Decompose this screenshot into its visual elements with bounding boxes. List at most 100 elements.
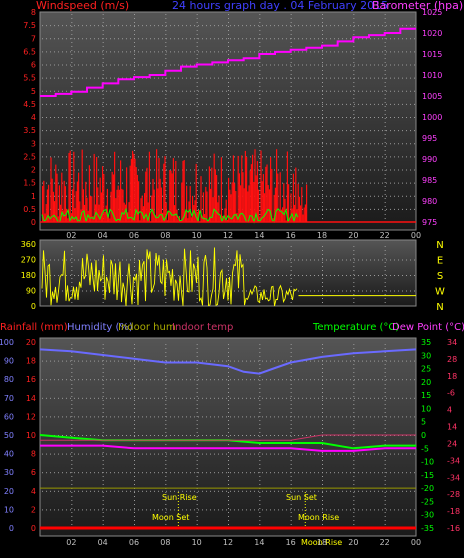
grid-dot bbox=[326, 117, 327, 118]
grid-dot bbox=[130, 51, 131, 53]
grid-dot bbox=[150, 51, 151, 53]
grid-dot bbox=[71, 202, 73, 203]
grid-dot bbox=[214, 435, 215, 436]
grid-dot bbox=[346, 360, 347, 362]
wind-gust-bar bbox=[240, 185, 242, 222]
grid-dot bbox=[353, 114, 355, 115]
grid-dot bbox=[165, 90, 167, 91]
grid-dot bbox=[102, 34, 104, 35]
wind-gust-bar bbox=[237, 155, 239, 222]
dew-tick-label: 34 bbox=[447, 338, 457, 347]
grid-dot bbox=[146, 509, 147, 511]
grid-dot bbox=[384, 62, 386, 63]
grid-dot bbox=[50, 490, 51, 492]
grid-dot bbox=[394, 379, 395, 381]
baro-tick-label: 1000 bbox=[422, 113, 442, 122]
grid-dot bbox=[138, 117, 139, 118]
grid-dot bbox=[366, 77, 367, 79]
grid-dot bbox=[386, 156, 387, 158]
grid-dot bbox=[274, 453, 275, 455]
grid-dot bbox=[118, 416, 119, 418]
grid-dot bbox=[214, 290, 215, 292]
grid-dot bbox=[190, 64, 191, 66]
grid-dot bbox=[274, 259, 275, 261]
grid-dot bbox=[346, 64, 347, 66]
grid-dot bbox=[178, 259, 179, 261]
grid-dot bbox=[228, 520, 229, 521]
grid-dot bbox=[122, 64, 123, 66]
wind-gust-bar bbox=[160, 187, 162, 222]
grid-dot bbox=[186, 397, 187, 399]
grid-dot bbox=[386, 208, 387, 210]
grid-dot bbox=[353, 118, 355, 119]
grid-dot bbox=[228, 468, 229, 469]
grid-dot bbox=[196, 464, 198, 465]
grid-dot bbox=[102, 290, 104, 291]
grid-dot bbox=[338, 117, 339, 118]
grid-dot bbox=[234, 38, 235, 40]
wind-gust-bar bbox=[224, 208, 226, 222]
grid-dot bbox=[353, 130, 355, 131]
grid-dot bbox=[98, 64, 99, 66]
grid-dot bbox=[62, 117, 63, 118]
grid-dot bbox=[286, 25, 287, 27]
grid-dot bbox=[322, 174, 323, 175]
grid-dot bbox=[42, 117, 43, 118]
grid-dot bbox=[326, 472, 327, 474]
grid-dot bbox=[90, 64, 91, 66]
grid-dot bbox=[158, 509, 159, 511]
grid-dot bbox=[378, 208, 379, 210]
grid-dot bbox=[102, 492, 104, 493]
grid-dot bbox=[134, 348, 135, 349]
x-tick-label: 16 bbox=[286, 231, 296, 240]
grid-dot bbox=[71, 360, 73, 361]
grid-dot bbox=[310, 156, 311, 158]
grid-dot bbox=[374, 103, 375, 105]
grid-dot bbox=[134, 368, 135, 369]
grid-dot bbox=[326, 275, 327, 276]
grid-dot bbox=[98, 509, 99, 511]
grid-dot bbox=[98, 397, 99, 399]
grid-dot bbox=[366, 379, 367, 381]
grid-dot bbox=[238, 290, 239, 292]
grid-dot bbox=[330, 156, 331, 158]
grid-dot bbox=[110, 360, 111, 362]
baro-tick-label: 990 bbox=[422, 155, 437, 164]
grid-dot bbox=[259, 150, 261, 151]
grid-dot bbox=[338, 416, 339, 418]
grid-dot bbox=[322, 460, 323, 461]
grid-dot bbox=[322, 508, 323, 509]
grid-dot bbox=[150, 435, 151, 436]
grid-dot bbox=[134, 476, 135, 477]
grid-dot bbox=[338, 64, 339, 66]
grid-dot bbox=[94, 103, 95, 105]
wind-gust-bar bbox=[193, 205, 195, 222]
x-tick-label: 20 bbox=[348, 538, 358, 547]
grid-dot bbox=[102, 416, 103, 418]
grid-dot bbox=[134, 512, 135, 513]
grid-dot bbox=[70, 416, 71, 418]
grid-dot bbox=[194, 290, 195, 292]
wind-gust-bar bbox=[214, 169, 216, 222]
grid-dot bbox=[246, 275, 247, 276]
grid-dot bbox=[334, 509, 335, 511]
grid-dot bbox=[242, 397, 243, 399]
grid-dot bbox=[158, 117, 159, 118]
grid-dot bbox=[162, 130, 163, 132]
grid-dot bbox=[259, 384, 261, 385]
grid-dot bbox=[298, 379, 299, 381]
grid-dot bbox=[66, 182, 67, 184]
grid-dot bbox=[330, 38, 331, 40]
grid-dot bbox=[274, 275, 275, 276]
humidity-tick-label: 0 bbox=[9, 524, 14, 533]
wind-gust-bar bbox=[172, 158, 174, 222]
grid-dot bbox=[322, 198, 323, 199]
grid-dot bbox=[130, 275, 131, 276]
grid-dot bbox=[394, 195, 395, 197]
grid-dot bbox=[174, 64, 175, 66]
grid-dot bbox=[414, 259, 415, 261]
wind-gust-bar bbox=[274, 187, 276, 222]
grid-dot bbox=[338, 51, 339, 53]
grid-dot bbox=[130, 25, 131, 27]
grid-dot bbox=[78, 156, 79, 158]
